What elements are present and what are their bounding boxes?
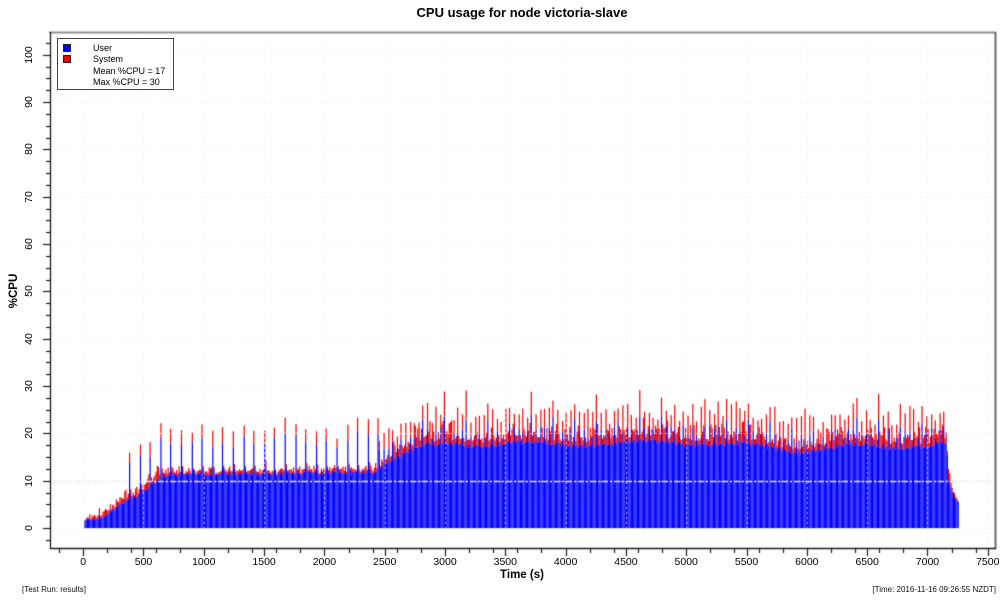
legend-stat-label-max: Max %CPU = 30 bbox=[93, 77, 160, 88]
x-tick-label: 2500 bbox=[373, 556, 397, 568]
y-tick-label: 50 bbox=[23, 285, 35, 298]
footer-test-run: [Test Run: results] bbox=[22, 585, 87, 594]
legend: User System Mean %CPU = 17 Max %CPU = 30 bbox=[57, 38, 174, 90]
x-tick-label: 7000 bbox=[915, 556, 940, 568]
x-tick-label: 1000 bbox=[192, 556, 216, 568]
x-tick-label: 4500 bbox=[614, 556, 638, 568]
x-tick-label: 4000 bbox=[553, 556, 578, 568]
x-tick-label: 6500 bbox=[855, 556, 879, 568]
footer-timestamp: [Time: 2016-11-16 09:26:55 NZDT] bbox=[872, 585, 996, 594]
y-tick-label: 80 bbox=[23, 143, 35, 156]
y-tick-label: 70 bbox=[23, 190, 35, 203]
legend-label-user: User bbox=[93, 42, 113, 53]
legend-swatch-system bbox=[63, 55, 71, 64]
x-tick-label: 0 bbox=[80, 556, 87, 568]
legend-label-system: System bbox=[93, 54, 124, 65]
y-axis-title: %CPU bbox=[8, 273, 20, 309]
y-tick-label: 30 bbox=[23, 380, 35, 392]
x-tick-label: 3000 bbox=[433, 556, 457, 568]
x-tick-label: 2000 bbox=[312, 556, 337, 568]
y-tick-label: 100 bbox=[23, 45, 35, 64]
legend-item-system: System bbox=[63, 54, 173, 66]
x-tick-label: 500 bbox=[134, 556, 153, 568]
legend-item-user: User bbox=[63, 42, 173, 54]
y-tick-label: 10 bbox=[23, 474, 35, 487]
x-tick-label: 7500 bbox=[976, 556, 1000, 568]
x-axis-title: Time (s) bbox=[500, 569, 544, 581]
y-tick-label: 60 bbox=[23, 238, 35, 250]
legend-stat-label-mean: Mean %CPU = 17 bbox=[93, 65, 166, 76]
legend-stat-max: Max %CPU = 30 bbox=[63, 77, 173, 89]
x-tick-label: 3500 bbox=[493, 556, 517, 568]
y-tick-label: 40 bbox=[23, 332, 35, 345]
x-tick-label: 1500 bbox=[252, 556, 276, 568]
legend-swatch-user bbox=[63, 43, 71, 52]
x-tick-label: 6000 bbox=[795, 556, 819, 568]
y-tick-label: 20 bbox=[23, 427, 35, 440]
x-tick-label: 5500 bbox=[734, 556, 759, 568]
x-tick-label: 5000 bbox=[674, 556, 698, 568]
y-tick-label: 0 bbox=[23, 525, 35, 532]
y-tick-label: 90 bbox=[23, 96, 35, 108]
chart-title: CPU usage for node victoria-slave bbox=[416, 5, 628, 20]
legend-stat-mean: Mean %CPU = 17 bbox=[63, 65, 173, 77]
